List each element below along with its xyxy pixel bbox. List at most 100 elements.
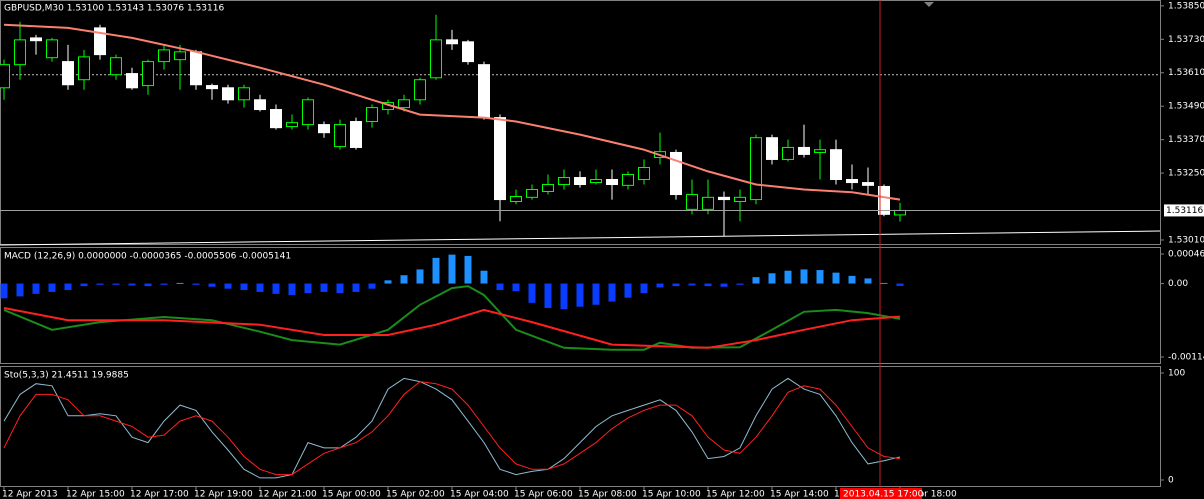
candle-body xyxy=(14,39,26,66)
macd-bar xyxy=(480,270,488,284)
candle-body xyxy=(46,39,58,59)
macd-bar xyxy=(176,282,184,284)
candle-body xyxy=(158,49,170,63)
macd-bar xyxy=(384,280,392,284)
candle-body xyxy=(670,151,682,196)
macd-bar xyxy=(496,283,504,290)
macd-bar xyxy=(432,257,440,284)
candle-body xyxy=(254,99,266,111)
macd-bar xyxy=(16,283,24,297)
candle-body xyxy=(238,87,250,101)
macd-bar xyxy=(0,283,8,299)
macd-bar xyxy=(752,277,760,284)
candle-body xyxy=(398,99,410,109)
moving-average xyxy=(3,23,901,201)
candle-body xyxy=(574,177,586,186)
y-tick-label: 1.53370 xyxy=(1168,135,1204,145)
x-tick-label: 15 Apr 06:00 xyxy=(514,490,573,499)
x-tick-label: 15 Apr 08:00 xyxy=(578,490,637,499)
stochastic-panel xyxy=(0,366,1161,487)
macd-bar xyxy=(512,283,520,292)
x-tick-label: 15 Apr 10:00 xyxy=(642,490,701,499)
y-tick-label: 1.53010 xyxy=(1168,235,1204,245)
macd-bar xyxy=(304,283,312,294)
candle-body xyxy=(430,39,442,79)
macd-bar xyxy=(320,283,328,292)
x-tick-label: 15 Apr 00:00 xyxy=(322,490,381,499)
cursor-label-box xyxy=(840,488,922,499)
y-tick-label: 1.53850 xyxy=(1168,1,1204,11)
macd-bar xyxy=(160,283,168,285)
candle-body xyxy=(270,109,282,129)
candle-body xyxy=(878,185,890,215)
macd-bar xyxy=(816,270,824,284)
candle-body xyxy=(302,99,314,126)
macd-bar xyxy=(544,283,552,308)
macd-bar xyxy=(528,283,536,303)
macd-bar xyxy=(592,283,600,305)
macd-bar xyxy=(240,283,248,290)
macd-bar xyxy=(272,283,280,294)
candle-body xyxy=(206,85,218,90)
macd-bar xyxy=(256,283,264,292)
x-tick-label: 12 Apr 17:00 xyxy=(130,490,189,499)
macd-bar xyxy=(656,283,664,288)
candle-body xyxy=(558,177,570,186)
macd-bar xyxy=(64,283,72,290)
candle-body xyxy=(830,149,842,180)
macd-bar xyxy=(448,254,456,284)
candle-body xyxy=(110,57,122,76)
x-tick-label: 12 Apr 2013 xyxy=(2,490,58,499)
x-tick-label: 12 Apr 19:00 xyxy=(194,490,253,499)
candle-body xyxy=(814,149,826,153)
candle-body xyxy=(894,209,906,216)
macd-bar xyxy=(704,283,712,287)
macd-bar xyxy=(576,283,584,307)
candle-body xyxy=(94,27,106,56)
y-tick-label: 1.53610 xyxy=(1168,68,1204,78)
macd-title: MACD (12,26,9) 0.0000000 -0.0000365 -0.0… xyxy=(4,252,291,262)
candle-body xyxy=(718,196,730,201)
macd-bar xyxy=(32,283,40,294)
macd-bar xyxy=(624,283,632,298)
candle-body xyxy=(494,117,506,201)
y-tick-label: 100 xyxy=(1168,369,1185,379)
candle-body xyxy=(334,124,346,148)
candle-body xyxy=(126,73,138,89)
candle-body xyxy=(510,196,522,203)
candle-body xyxy=(78,56,90,81)
stochastic-title: Sto(5,3,3) 21.4511 19.9885 xyxy=(4,371,129,381)
x-tick-label: 15 Apr 04:00 xyxy=(450,490,509,499)
candle-body xyxy=(526,189,538,198)
candle-body xyxy=(542,184,554,192)
candle-body xyxy=(766,137,778,160)
candle-body xyxy=(686,194,698,210)
y-tick-label: 0 xyxy=(1168,476,1174,486)
stochastic-line xyxy=(3,381,901,476)
candle-body xyxy=(590,178,602,184)
candle-body xyxy=(782,146,794,160)
y-tick-label: 1.53730 xyxy=(1168,35,1204,45)
macd-bar xyxy=(768,273,776,284)
macd-bar xyxy=(80,283,88,287)
price-panel xyxy=(0,0,1161,245)
macd-bar xyxy=(720,283,728,287)
macd-bar xyxy=(368,283,376,289)
candle-body xyxy=(638,167,650,180)
macd-bar xyxy=(416,269,424,284)
price-label-box xyxy=(1164,204,1204,217)
macd-panel xyxy=(0,247,1161,364)
x-tick-label: 15 Apr 02:00 xyxy=(386,490,445,499)
candle-body xyxy=(0,64,10,89)
macd-bar xyxy=(560,283,568,310)
macd-bar xyxy=(672,283,680,287)
y-tick-label: 0.00 xyxy=(1168,279,1188,289)
candle-body xyxy=(30,37,42,42)
price-label: 1.53116 xyxy=(1166,206,1203,216)
x-tick-label: 15 Apr 12:00 xyxy=(706,490,765,499)
candle-body xyxy=(446,39,458,45)
macd-bar xyxy=(112,283,120,285)
candle-body xyxy=(318,124,330,134)
x-tick-label: 15 Apr 18:00 xyxy=(898,490,957,499)
